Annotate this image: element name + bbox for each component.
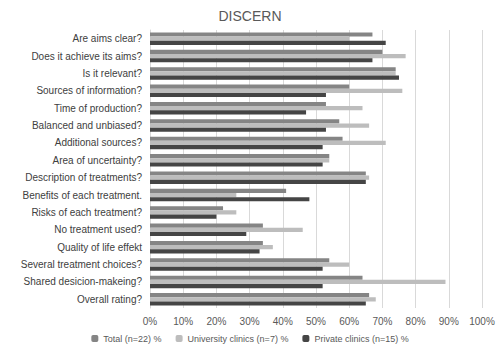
svg-text:40%: 40% — [273, 316, 293, 327]
svg-text:No treatment used?: No treatment used? — [54, 224, 142, 235]
svg-text:University clinics (n=7) %: University clinics (n=7) % — [188, 334, 289, 344]
svg-text:0%: 0% — [143, 316, 158, 327]
svg-text:10%: 10% — [173, 316, 193, 327]
svg-text:Private clinics (n=15) %: Private clinics (n=15) % — [314, 334, 408, 344]
svg-text:Overall rating?: Overall rating? — [77, 294, 142, 305]
svg-text:Shared desicion-makeing?: Shared desicion-makeing? — [24, 276, 143, 287]
svg-text:Description of treatments?: Description of treatments? — [25, 172, 142, 183]
svg-text:Balanced and unbiased?: Balanced and unbiased? — [32, 120, 143, 131]
svg-text:Quality of life effekt: Quality of life effekt — [57, 242, 142, 253]
svg-text:Does it achieve its aims?: Does it achieve its aims? — [31, 51, 142, 62]
svg-text:Risks of each treatment?: Risks of each treatment? — [31, 207, 142, 218]
svg-text:DISCERN: DISCERN — [218, 8, 281, 24]
svg-text:20%: 20% — [206, 316, 226, 327]
svg-text:Area of uncertainty?: Area of uncertainty? — [53, 155, 143, 166]
svg-text:Time of production?: Time of production? — [54, 103, 142, 114]
svg-text:Are aims clear?: Are aims clear? — [73, 33, 143, 44]
svg-text:80%: 80% — [406, 316, 426, 327]
svg-text:Benefits of each treatment.: Benefits of each treatment. — [22, 190, 142, 201]
svg-text:70%: 70% — [372, 316, 392, 327]
svg-text:Is it relevant?: Is it relevant? — [83, 68, 143, 79]
svg-text:100%: 100% — [469, 316, 495, 327]
svg-text:Total (n=22) %: Total (n=22) % — [103, 334, 161, 344]
svg-text:Several treatment choices?: Several treatment choices? — [21, 259, 143, 270]
svg-text:30%: 30% — [240, 316, 260, 327]
svg-text:Additional sources?: Additional sources? — [55, 137, 143, 148]
svg-text:60%: 60% — [339, 316, 359, 327]
svg-text:Sources of information?: Sources of information? — [36, 85, 142, 96]
svg-text:90%: 90% — [439, 316, 459, 327]
svg-text:50%: 50% — [306, 316, 326, 327]
